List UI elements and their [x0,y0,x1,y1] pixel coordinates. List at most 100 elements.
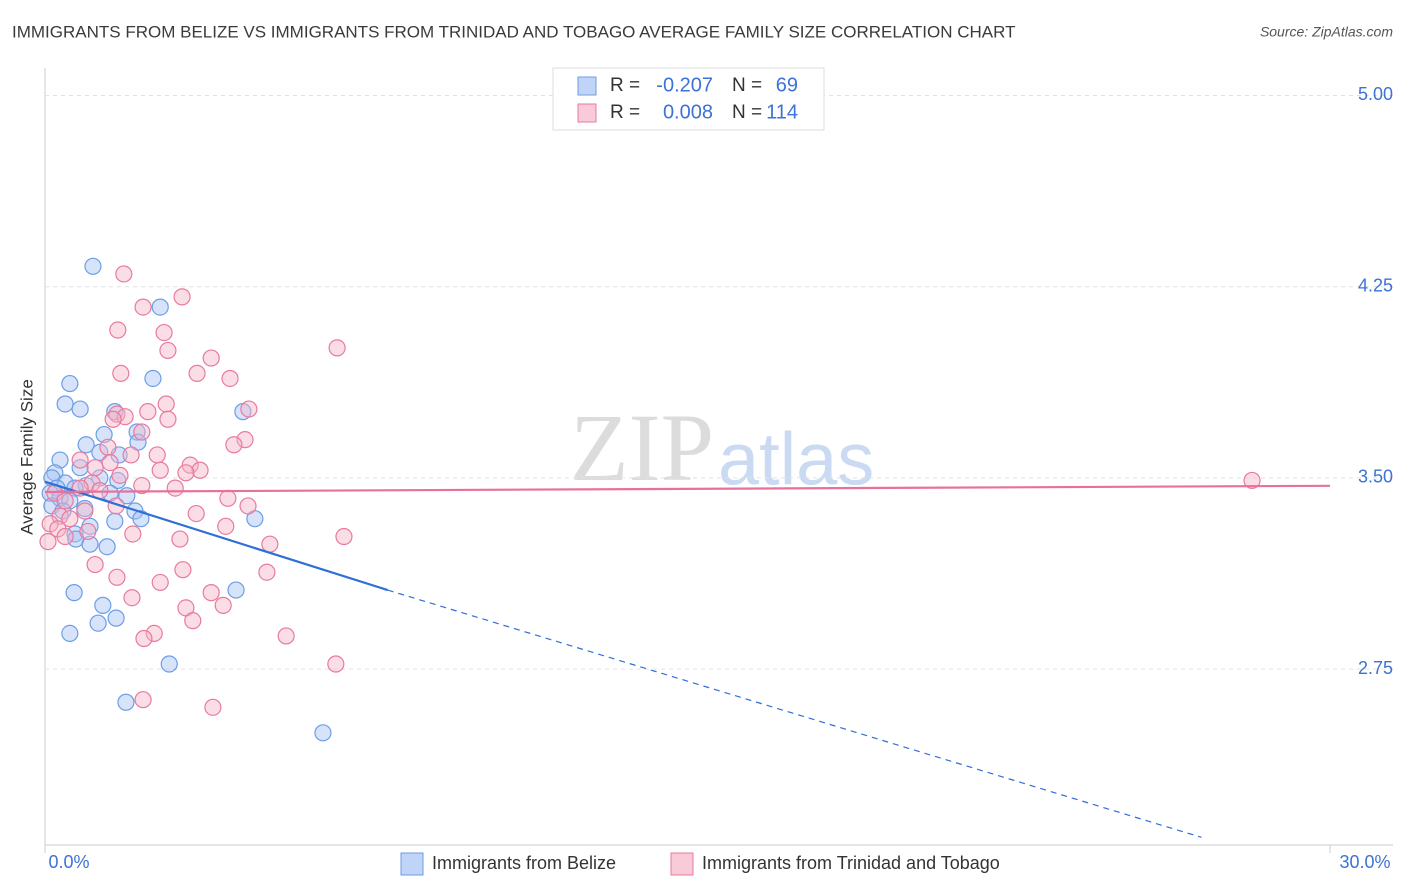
trend-extension [387,589,1202,838]
point [217,517,235,535]
point [202,349,220,367]
point [188,364,206,382]
point [148,446,166,464]
x-tick-label: 30.0% [1339,852,1390,872]
legend-r-value: -0.207 [656,74,713,96]
point [56,527,74,546]
point [240,400,258,418]
point [225,436,243,454]
legend-r-label: R = [610,75,640,96]
source: Source: ZipAtlas.com [1260,24,1393,40]
point [124,525,142,543]
y-axis-title: Average Family Size [17,379,36,535]
trend-line [44,480,388,592]
point [39,533,57,551]
x-tick-label: 0.0% [48,852,89,872]
point [94,596,112,614]
point [174,561,192,579]
point [89,614,107,632]
legend-box [552,67,825,131]
point [239,497,257,515]
legend-r-label: R = [610,102,640,123]
point [145,624,163,643]
point [159,341,177,360]
point [202,584,220,602]
point [160,655,178,673]
point [95,425,113,444]
point [328,339,346,357]
point [314,724,332,742]
legend: R = -0.207 N = 69 R = 0.008 N = 114 [552,67,825,131]
bottom-legend: Immigrants from Belize Immigrants from Tr… [400,852,1000,876]
point [335,527,353,546]
point [159,410,177,428]
point [133,476,151,495]
point [66,525,84,543]
point [112,364,130,382]
legend-label: Immigrants from Trinidad and Tobago [702,853,1000,873]
legend-label: Immigrants from Belize [432,853,616,873]
point [236,431,254,449]
point [134,298,152,316]
point [56,492,74,510]
point [151,298,169,316]
chart-title: IMMIGRANTS FROM BELIZE VS IMMIGRANTS FRO… [12,22,1015,41]
point [106,512,124,530]
legend-swatch [670,852,694,876]
point [117,693,135,711]
point [227,581,245,599]
point [71,451,89,469]
point [177,464,195,482]
point [219,489,237,507]
point [135,629,153,648]
point [104,410,122,428]
point [91,443,109,462]
legend-n-label: N = [732,75,762,96]
point [61,624,79,643]
marks [39,257,1261,742]
legend-swatch [577,103,597,123]
point [221,369,239,388]
point [71,400,89,418]
point [327,655,345,673]
point [187,504,205,523]
point [86,459,104,477]
point [98,538,116,556]
point [277,627,295,645]
point [139,403,157,421]
y-tick-label: 2.75 [1358,658,1393,678]
y-tick-label: 5.00 [1358,84,1393,104]
legend-n-value: 69 [776,74,798,96]
legend-swatch [577,76,597,96]
point [41,484,59,502]
point [151,461,169,479]
point [171,530,189,548]
y-tick-label: 4.25 [1358,275,1393,295]
point [115,265,133,283]
point [61,510,79,528]
point [144,369,162,388]
legend-swatch [400,852,424,876]
point [214,596,232,614]
legend-r-value: 0.008 [663,101,713,123]
point [101,453,119,472]
point [79,522,97,541]
point [258,563,276,581]
point [133,423,151,441]
point [81,535,99,553]
point [56,395,74,413]
point [122,446,140,464]
point [99,438,117,456]
point [261,535,279,553]
point [107,609,125,627]
point [1243,471,1261,490]
point [76,502,94,520]
trend-line [44,484,1331,494]
point [184,612,202,630]
point [204,698,222,716]
point [51,451,69,469]
watermark: ZIP [570,394,714,501]
point [108,568,126,586]
point [109,321,127,339]
